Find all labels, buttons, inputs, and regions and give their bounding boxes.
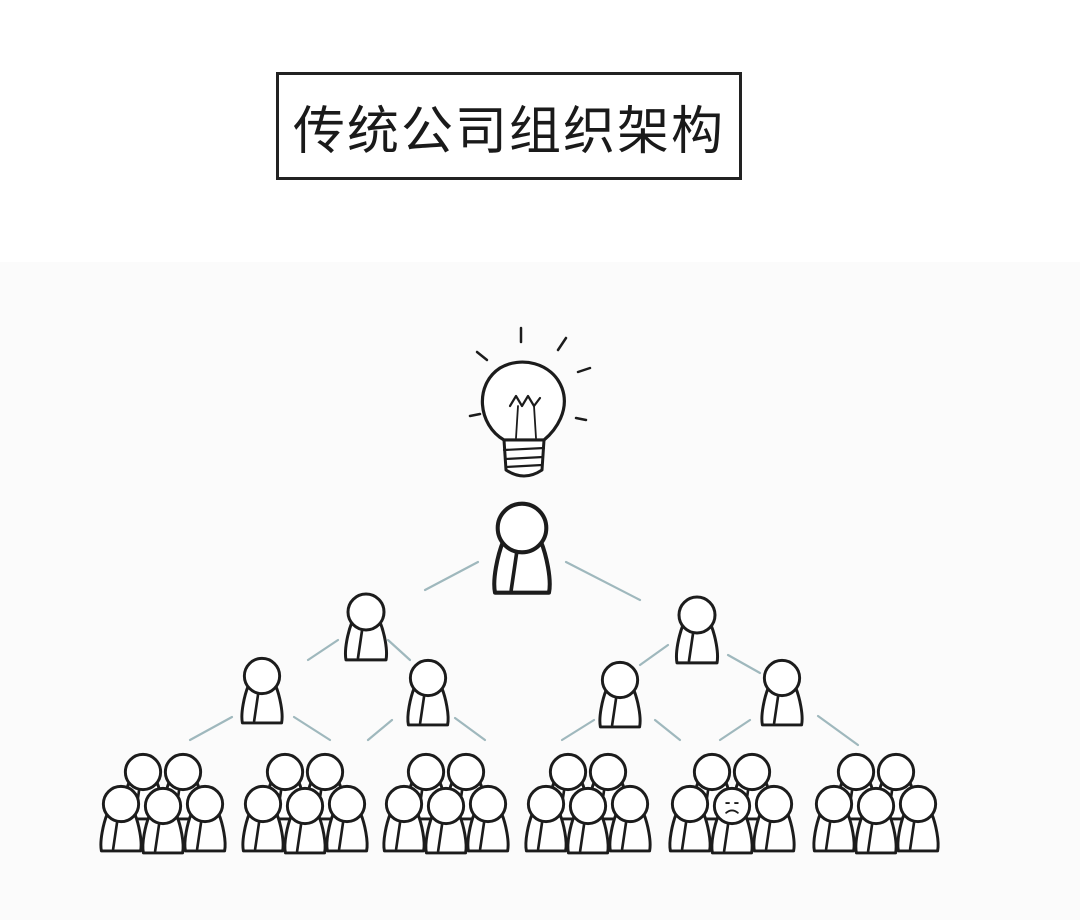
person-icon bbox=[424, 786, 468, 855]
connector-line bbox=[638, 643, 670, 667]
person-icon bbox=[382, 784, 426, 853]
connector-lines bbox=[188, 560, 860, 747]
person-icon bbox=[283, 786, 327, 855]
connector-line bbox=[816, 714, 860, 747]
person-icon bbox=[99, 784, 143, 853]
person-icon bbox=[896, 784, 940, 853]
person-icon bbox=[325, 784, 369, 853]
person-icon bbox=[183, 784, 227, 853]
connector-line bbox=[423, 560, 480, 592]
connector-line bbox=[292, 715, 332, 742]
person-icon bbox=[466, 784, 510, 853]
person-icon bbox=[854, 786, 898, 855]
person-icon bbox=[608, 784, 652, 853]
person-icon bbox=[492, 501, 552, 595]
people-group bbox=[99, 501, 940, 855]
connector-line bbox=[188, 715, 234, 742]
person-icon bbox=[141, 786, 185, 855]
connector-line bbox=[453, 716, 487, 742]
person-icon bbox=[406, 658, 450, 727]
person-icon bbox=[752, 784, 796, 853]
connector-line bbox=[726, 653, 762, 675]
title-box: 传统公司组织架构 bbox=[276, 72, 742, 180]
page-title: 传统公司组织架构 bbox=[292, 101, 725, 162]
person-icon bbox=[598, 660, 642, 729]
connector-line bbox=[306, 638, 340, 662]
person-icon bbox=[760, 658, 804, 727]
person-icon bbox=[812, 784, 856, 853]
person-icon bbox=[675, 595, 719, 665]
connector-line bbox=[386, 638, 412, 662]
person-icon bbox=[668, 784, 712, 853]
lightbulb-icon bbox=[468, 326, 592, 478]
connector-line bbox=[564, 560, 642, 602]
person-icon bbox=[524, 784, 568, 853]
connector-line bbox=[366, 718, 394, 742]
person-icon bbox=[566, 786, 610, 855]
sad-person-icon bbox=[710, 786, 754, 855]
person-icon bbox=[240, 656, 284, 725]
connector-line bbox=[718, 718, 752, 742]
connector-line bbox=[560, 718, 596, 742]
person-icon bbox=[241, 784, 285, 853]
connector-line bbox=[653, 718, 682, 742]
person-icon bbox=[344, 592, 388, 662]
